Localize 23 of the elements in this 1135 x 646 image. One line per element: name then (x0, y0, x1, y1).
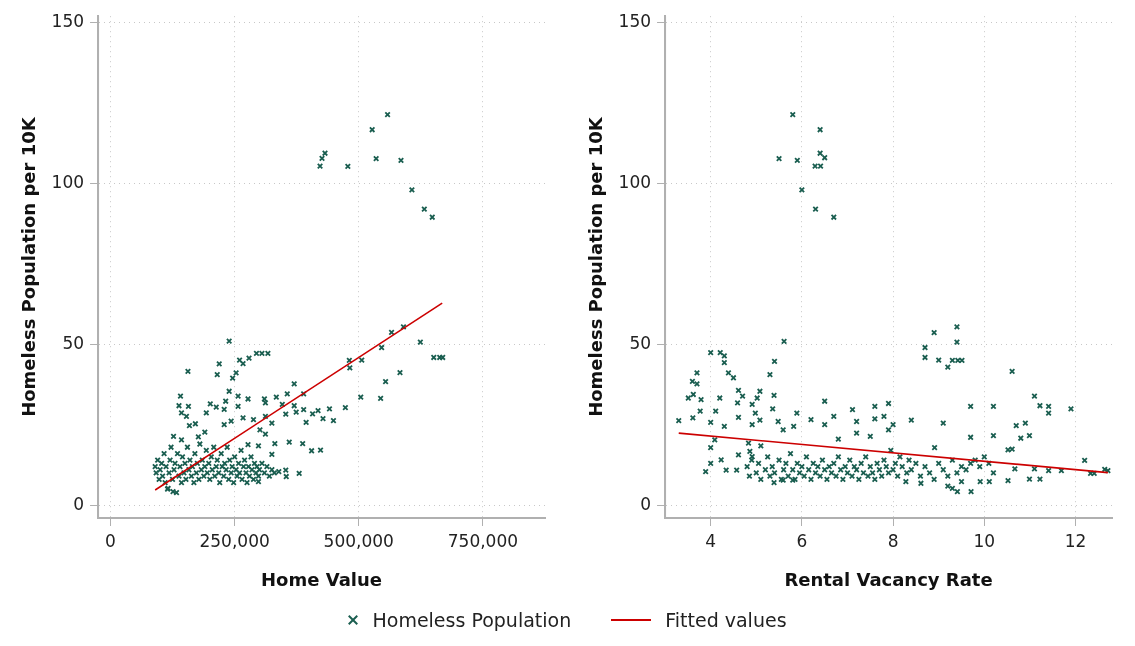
x-axis-title: Home Value (261, 568, 382, 590)
y-tick-label: 50 (62, 332, 85, 353)
x-tick-label: 500,000 (323, 530, 394, 551)
x-tick-label: 4 (705, 530, 717, 551)
x-tick-label: 0 (105, 530, 116, 551)
legend-label: Fitted values (665, 609, 787, 631)
y-tick-label: 0 (640, 493, 652, 514)
y-tick-label: 50 (629, 332, 652, 353)
y-tick-label: 100 (618, 171, 652, 192)
y-tick-label: 150 (51, 11, 85, 32)
x-tick-label: 10 (973, 530, 996, 551)
x-tick-label: 250,000 (199, 530, 270, 551)
legend-label: Homeless Population (372, 609, 572, 631)
x-tick-label: 8 (887, 530, 899, 551)
x-tick-label: 12 (1064, 530, 1087, 551)
x-axis-title: Rental Vacancy Rate (784, 568, 993, 590)
x-tick-label: 6 (796, 530, 808, 551)
y-tick-label: 150 (618, 11, 652, 32)
x-tick-label: 750,000 (447, 530, 519, 551)
y-tick-label: 0 (73, 493, 85, 514)
y-axis-title: Homeless Population per 10K (18, 116, 40, 417)
y-axis-title: Homeless Population per 10K (585, 116, 607, 417)
y-tick-label: 100 (51, 171, 85, 192)
